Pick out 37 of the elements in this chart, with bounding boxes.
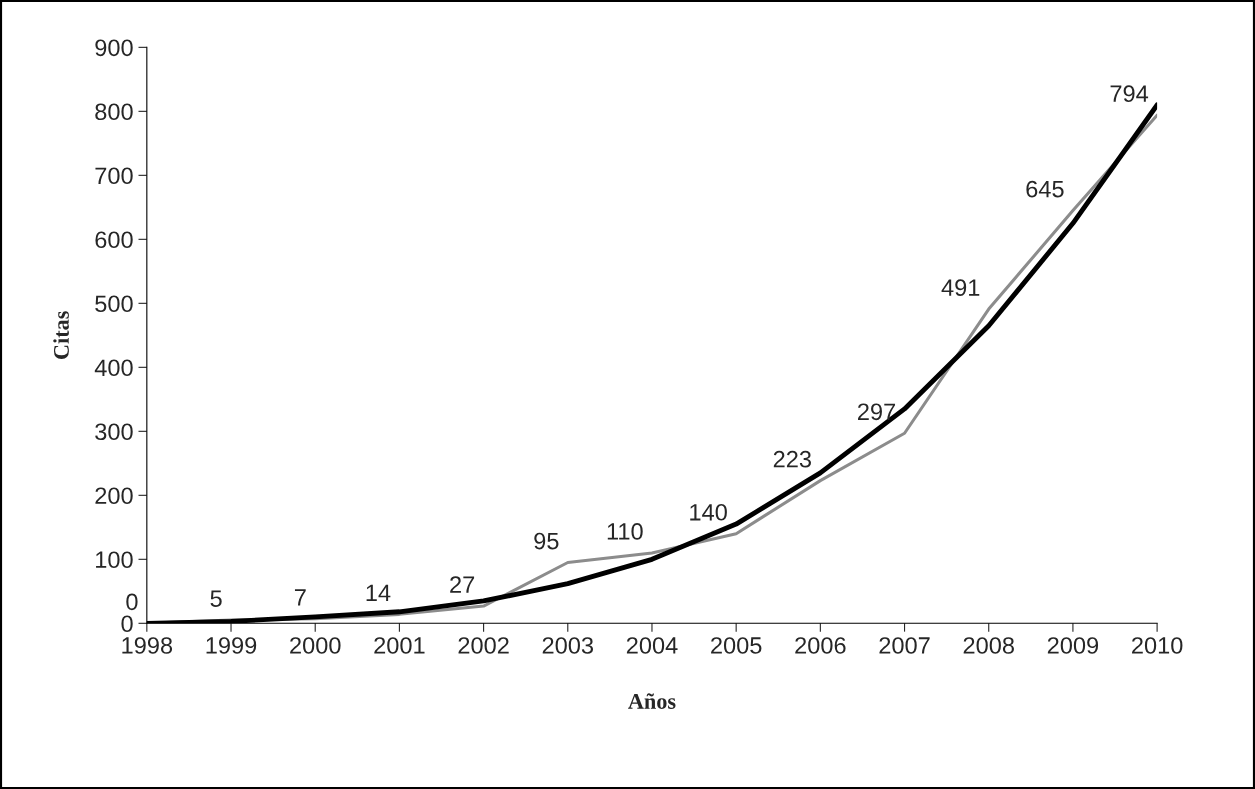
x-tick-label: 2006 <box>795 637 846 654</box>
data-label: 491 <box>941 279 980 296</box>
y-tick-label: 0 <box>121 615 133 633</box>
data-label: 645 <box>1026 180 1064 198</box>
x-tick-label: 2009 <box>1047 637 1099 654</box>
data-label: 7 <box>294 589 306 606</box>
data-label: 110 <box>607 523 643 540</box>
data-label: 95 <box>534 532 559 550</box>
y-tick-label: 300 <box>95 423 133 441</box>
y-tick-label: 600 <box>95 231 133 249</box>
y-tick-label: 200 <box>95 487 133 505</box>
x-tick-label: 1999 <box>206 637 257 654</box>
data-label: 297 <box>858 403 896 421</box>
y-tick-label: 800 <box>95 103 133 121</box>
y-axis-title: Citas <box>53 311 69 359</box>
y-tick-label: 400 <box>94 359 133 377</box>
x-tick-label: 2000 <box>290 637 341 654</box>
y-tick-label: 900 <box>95 39 133 57</box>
x-tick-label: 2004 <box>626 637 678 654</box>
data-label: 27 <box>450 576 475 593</box>
data-label: 223 <box>773 450 811 468</box>
y-tick-label: 700 <box>95 167 133 185</box>
x-tick-label: 2010 <box>1132 637 1183 654</box>
y-tick-label: 100 <box>96 551 133 569</box>
x-tick-label: 2005 <box>711 637 762 654</box>
y-tick-label: 500 <box>95 295 133 313</box>
data-label: 5 <box>210 590 222 607</box>
data-label: 14 <box>366 584 391 602</box>
x-tick-label: 2001 <box>374 637 425 654</box>
x-tick-label: 2002 <box>458 637 509 654</box>
x-tick-label: 2003 <box>542 637 594 654</box>
x-tick-label: 1998 <box>122 637 173 654</box>
data-label: 794 <box>1110 85 1149 103</box>
data-label: 140 <box>690 503 727 521</box>
x-tick-label: 2008 <box>963 637 1014 654</box>
x-tick-label: 2007 <box>879 637 930 654</box>
x-axis-title: Años <box>628 693 676 709</box>
